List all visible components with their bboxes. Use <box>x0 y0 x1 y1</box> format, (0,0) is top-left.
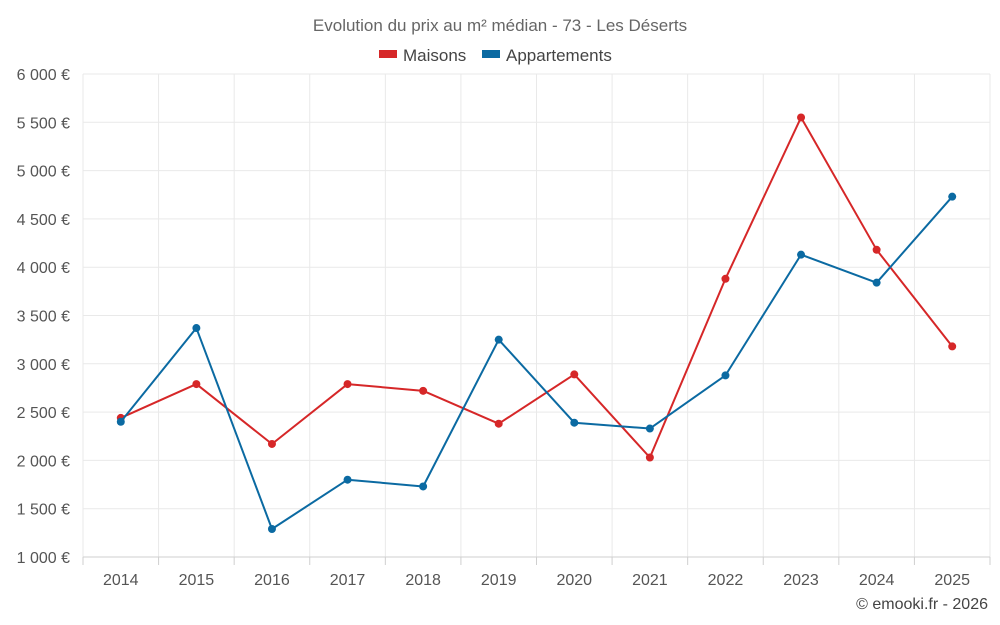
data-point-appartements-2020[interactable] <box>570 418 579 427</box>
data-point-maisons-2015[interactable] <box>192 380 201 389</box>
x-tick-label: 2016 <box>254 572 290 589</box>
y-tick-label: 1 500 € <box>17 502 70 519</box>
y-axis: 1 000 € 1 500 € 2 000 € 2 500 € 3 000 € 3 500… <box>17 67 70 567</box>
credit-text: © emooki.fr - 2026 <box>856 596 988 613</box>
data-point-appartements-2025[interactable] <box>948 192 957 201</box>
data-point-maisons-2022[interactable] <box>721 274 730 283</box>
x-tick-label: 2024 <box>859 572 895 589</box>
y-tick-label: 3 500 € <box>17 309 70 326</box>
data-point-appartements-2017[interactable] <box>343 475 352 484</box>
data-point-appartements-2022[interactable] <box>721 371 730 380</box>
data-point-appartements-2024[interactable] <box>872 278 881 287</box>
y-tick-label: 1 000 € <box>17 550 70 567</box>
y-tick-label: 2 000 € <box>17 453 70 470</box>
data-point-maisons-2024[interactable] <box>872 245 881 254</box>
y-tick-label: 5 500 € <box>17 115 70 132</box>
x-tick-label: 2020 <box>556 572 592 589</box>
y-tick-label: 3 000 € <box>17 357 70 374</box>
data-point-appartements-2014[interactable] <box>116 417 125 426</box>
legend-swatch-maisons <box>379 50 397 58</box>
data-point-maisons-2023[interactable] <box>797 113 806 122</box>
data-point-appartements-2019[interactable] <box>494 335 503 344</box>
x-tick-label: 2017 <box>330 572 366 589</box>
data-point-maisons-2021[interactable] <box>645 453 654 462</box>
data-point-appartements-2015[interactable] <box>192 324 201 333</box>
x-tick-label: 2022 <box>708 572 744 589</box>
data-point-maisons-2025[interactable] <box>948 342 957 351</box>
data-point-maisons-2018[interactable] <box>419 386 428 395</box>
x-tick-label: 2025 <box>934 572 970 589</box>
data-point-maisons-2020[interactable] <box>570 370 579 379</box>
data-point-maisons-2019[interactable] <box>494 419 503 428</box>
y-tick-label: 2 500 € <box>17 405 70 422</box>
x-axis: 2014 2015 2016 2017 2018 2019 2020 2021 2022 2023… <box>82 556 991 589</box>
x-tick-label: 2018 <box>405 572 441 589</box>
legend: Maisons Appartements <box>379 46 612 65</box>
data-point-maisons-2017[interactable] <box>343 380 352 389</box>
x-tick-label: 2019 <box>481 572 517 589</box>
chart-title: Evolution du prix au m² médian - 73 - Le… <box>313 16 687 35</box>
y-tick-label: 6 000 € <box>17 67 70 84</box>
grid <box>82 73 991 558</box>
data-point-maisons-2016[interactable] <box>267 439 276 448</box>
legend-label-appartements[interactable]: Appartements <box>506 46 612 65</box>
y-tick-label: 4 500 € <box>17 212 70 229</box>
data-point-appartements-2023[interactable] <box>797 250 806 259</box>
x-tick-label: 2021 <box>632 572 668 589</box>
data-point-appartements-2016[interactable] <box>267 524 276 533</box>
legend-swatch-appartements <box>482 50 500 58</box>
series-line-maisons <box>120 116 953 459</box>
data-point-appartements-2021[interactable] <box>645 424 654 433</box>
y-tick-label: 4 000 € <box>17 260 70 277</box>
y-tick-label: 5 000 € <box>17 164 70 181</box>
x-tick-label: 2015 <box>179 572 215 589</box>
legend-label-maisons[interactable]: Maisons <box>403 46 466 65</box>
series-layer <box>116 113 957 533</box>
x-tick-label: 2023 <box>783 572 819 589</box>
data-point-appartements-2018[interactable] <box>419 482 428 491</box>
x-tick-label: 2014 <box>103 572 139 589</box>
series-line-appartements <box>120 196 953 530</box>
